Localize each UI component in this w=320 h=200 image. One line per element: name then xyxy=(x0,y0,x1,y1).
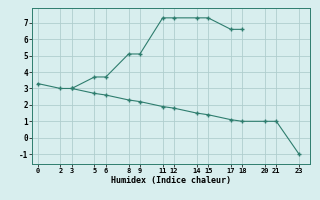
X-axis label: Humidex (Indice chaleur): Humidex (Indice chaleur) xyxy=(111,176,231,185)
